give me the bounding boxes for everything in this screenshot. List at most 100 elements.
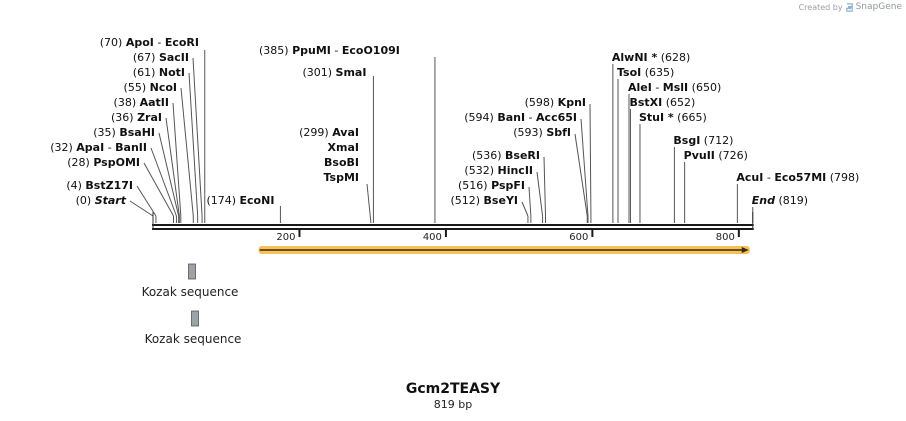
backbone-top-strand: [152, 224, 754, 226]
site-leader: [188, 72, 199, 217]
site-pvuii[interactable]: PvuII (726): [684, 149, 748, 223]
site-label: (516) PspFI: [458, 179, 525, 192]
site-label: (32) ApaI - BanII: [50, 141, 147, 154]
site-smai[interactable]: (301) SmaI: [302, 66, 374, 223]
site-bsahi[interactable]: (35) BsaHI: [93, 126, 180, 223]
site-label: TspMI: [323, 171, 359, 184]
watermark: Created by SnapGene: [799, 2, 902, 12]
site-label: BstXI (652): [629, 96, 695, 109]
site-label: (28) PspOMI: [67, 156, 140, 169]
site-leader: [366, 183, 372, 224]
ruler-label: 600: [569, 232, 588, 243]
site-apai[interactable]: (32) ApaI - BanII: [50, 141, 177, 223]
site-leader: [521, 201, 529, 217]
site-label: (174) EcoNI: [206, 194, 274, 207]
kozak-feature[interactable]: Kozak sequence: [145, 310, 242, 346]
site-label: (35) BsaHI: [93, 126, 155, 139]
ruler: 200 400 600 800: [276, 228, 740, 243]
site-acui[interactable]: AcuI - Eco57MI (798): [736, 171, 859, 223]
site-zrai[interactable]: (36) ZraI: [111, 111, 180, 223]
kozak-feature[interactable]: Kozak sequence: [142, 263, 239, 299]
site-econi[interactable]: (174) EcoNI: [206, 194, 281, 223]
site-label: (38) AatII: [114, 96, 169, 109]
site-sbfi[interactable]: (593) SbfI: [513, 126, 588, 223]
ruler-label: 200: [276, 232, 295, 243]
site-label: BsoBI: [324, 156, 359, 169]
site-leader: [589, 103, 592, 217]
site-label: XmaI: [328, 141, 359, 154]
site-leader: [172, 102, 182, 217]
site-hincii[interactable]: (532) HincII: [464, 164, 544, 223]
site-stui[interactable]: StuI * (665): [639, 111, 707, 223]
site-label: (67) SacII: [133, 51, 189, 64]
kozak-box: [188, 263, 196, 280]
site-label: End (819): [752, 194, 808, 207]
site-label: StuI * (665): [639, 111, 707, 124]
site-leader: [180, 87, 194, 217]
site-ncoi[interactable]: (55) NcoI: [124, 81, 194, 223]
site-label: (301) SmaI: [302, 66, 366, 79]
site-avai[interactable]: (299) AvaI XmaI BsoBI TspMI: [299, 126, 372, 224]
backbone-bottom-strand: [152, 228, 754, 230]
kozak-box: [191, 310, 199, 327]
sequence-length: 819 bp: [433, 398, 473, 411]
site-leader: [165, 117, 180, 217]
site-aatii[interactable]: (38) AatII: [114, 96, 182, 223]
site-label: (532) HincII: [464, 164, 533, 177]
site-leader: [129, 200, 154, 217]
site-leader: [192, 57, 203, 217]
site-label: (593) SbfI: [513, 126, 571, 139]
ruler-tick: [591, 228, 594, 237]
site-alei[interactable]: AleI - MslI (650): [628, 81, 721, 223]
kozak-label: Kozak sequence: [142, 285, 239, 299]
site-leader: [136, 185, 157, 217]
site-bani[interactable]: (594) BanI - Acc65I: [464, 111, 589, 223]
site-end[interactable]: End (819): [752, 194, 808, 223]
site-label: (299) AvaI: [299, 126, 359, 139]
site-tsoi[interactable]: TsoI (635): [617, 66, 674, 223]
site-label: AleI - MslI (650): [628, 81, 721, 94]
site-leader: [143, 162, 174, 217]
snapgene-logo-icon: [845, 2, 853, 12]
site-label: AlwNI * (628): [612, 51, 690, 64]
site-label: AcuI - Eco57MI (798): [736, 171, 859, 184]
site-pspomi[interactable]: (28) PspOMI: [67, 156, 175, 223]
site-bsgi[interactable]: BsgI (712): [673, 134, 733, 223]
site-bstxi[interactable]: BstXI (652): [629, 96, 695, 223]
site-label: (61) NotI: [133, 66, 185, 79]
site-apoi[interactable]: (70) ApoI - EcoRI: [100, 36, 206, 223]
created-by-text: Created by: [798, 2, 843, 12]
kozak-label: Kozak sequence: [145, 332, 242, 346]
dna-backbone[interactable]: [152, 212, 754, 230]
orf-arrow-head-icon: [741, 247, 749, 253]
site-leader: [158, 132, 180, 217]
site-ppumi[interactable]: (385) PpuMI - EcoO109I: [259, 44, 436, 223]
ruler-label: 800: [716, 232, 735, 243]
site-label: (36) ZraI: [111, 111, 162, 124]
sequence-title: Gcm2TEASY: [405, 381, 501, 397]
brand-text: SnapGene: [855, 2, 902, 12]
site-leader: [574, 133, 588, 217]
site-pspfi[interactable]: (516) PspFI: [458, 179, 532, 223]
site-alwni[interactable]: AlwNI * (628): [612, 51, 690, 223]
site-label: (4) BstZ17I: [66, 179, 133, 192]
ruler-tick: [298, 228, 301, 237]
orf-feature[interactable]: [258, 246, 750, 254]
site-noti[interactable]: (61) NotI: [133, 66, 199, 223]
site-label: BsgI (712): [673, 134, 733, 147]
site-leader: [536, 171, 544, 217]
ruler-label: 400: [423, 232, 442, 243]
site-label: (70) ApoI - EcoRI: [100, 36, 199, 49]
site-leader: [543, 156, 547, 217]
site-start[interactable]: (0) Start: [76, 194, 154, 223]
site-label: (536) BseRI: [472, 149, 540, 162]
site-label: (385) PpuMI - EcoO109I: [259, 44, 400, 57]
site-sacii[interactable]: (67) SacII: [133, 51, 203, 223]
site-bseyi[interactable]: (512) BseYI: [450, 194, 529, 223]
site-kpni[interactable]: (598) KpnI: [525, 96, 592, 223]
site-label: (512) BseYI: [450, 194, 518, 207]
site-bseri[interactable]: (536) BseRI: [472, 149, 547, 223]
site-bstz17i[interactable]: (4) BstZ17I: [66, 179, 157, 223]
site-leader: [528, 186, 532, 217]
